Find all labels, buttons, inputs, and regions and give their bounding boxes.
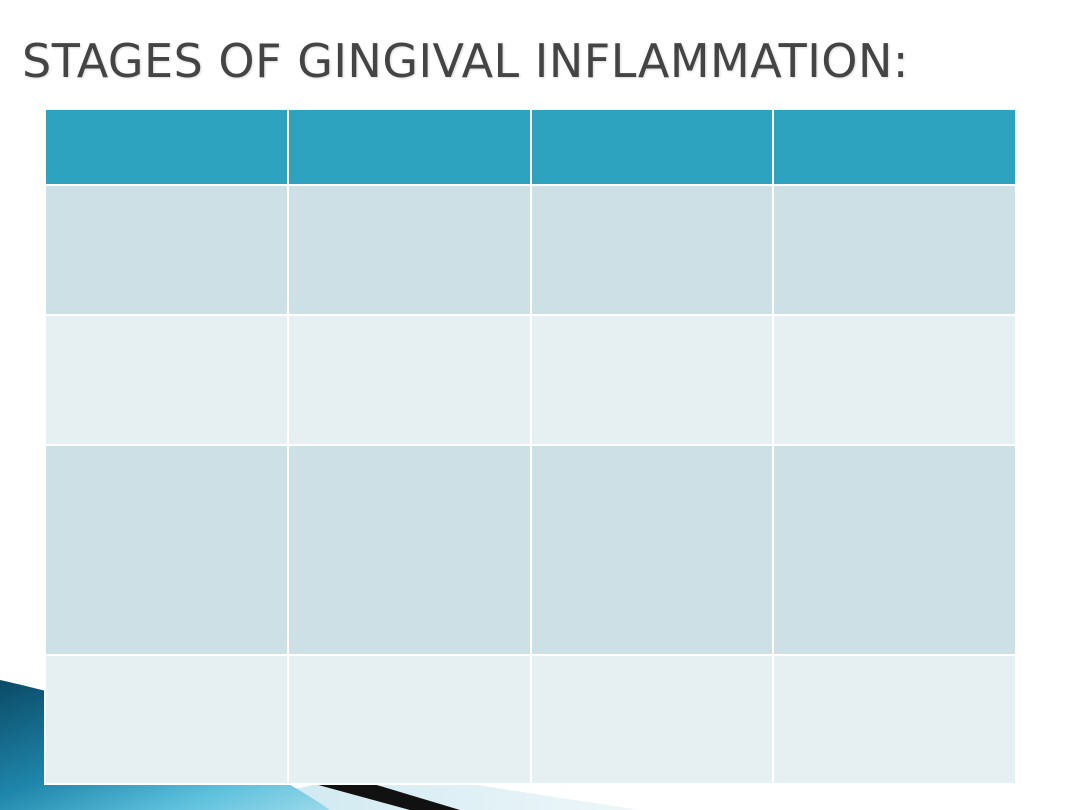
table-cell <box>529 314 775 446</box>
header-cell <box>529 108 775 186</box>
table-row <box>44 444 1017 656</box>
table-cell <box>529 184 775 316</box>
table-cell <box>772 184 1017 316</box>
table-cell <box>286 184 532 316</box>
table-cell <box>44 654 289 785</box>
header-cell <box>772 108 1017 186</box>
stages-table <box>44 108 1017 785</box>
table-cell <box>286 654 532 785</box>
table-cell <box>44 314 289 446</box>
table-row <box>44 314 1017 446</box>
slide-title: STAGES OF GINGIVAL INFLAMMATION: <box>22 34 909 88</box>
table-row <box>44 184 1017 316</box>
table-row <box>44 654 1017 785</box>
header-cell <box>286 108 532 186</box>
table-cell <box>286 444 532 656</box>
table-cell <box>529 444 775 656</box>
table-cell <box>286 314 532 446</box>
table-cell <box>772 314 1017 446</box>
table-cell <box>529 654 775 785</box>
table-cell <box>44 444 289 656</box>
header-cell <box>44 108 289 186</box>
table-cell <box>44 184 289 316</box>
table-cell <box>772 654 1017 785</box>
table-header-row <box>44 108 1017 186</box>
table-cell <box>772 444 1017 656</box>
